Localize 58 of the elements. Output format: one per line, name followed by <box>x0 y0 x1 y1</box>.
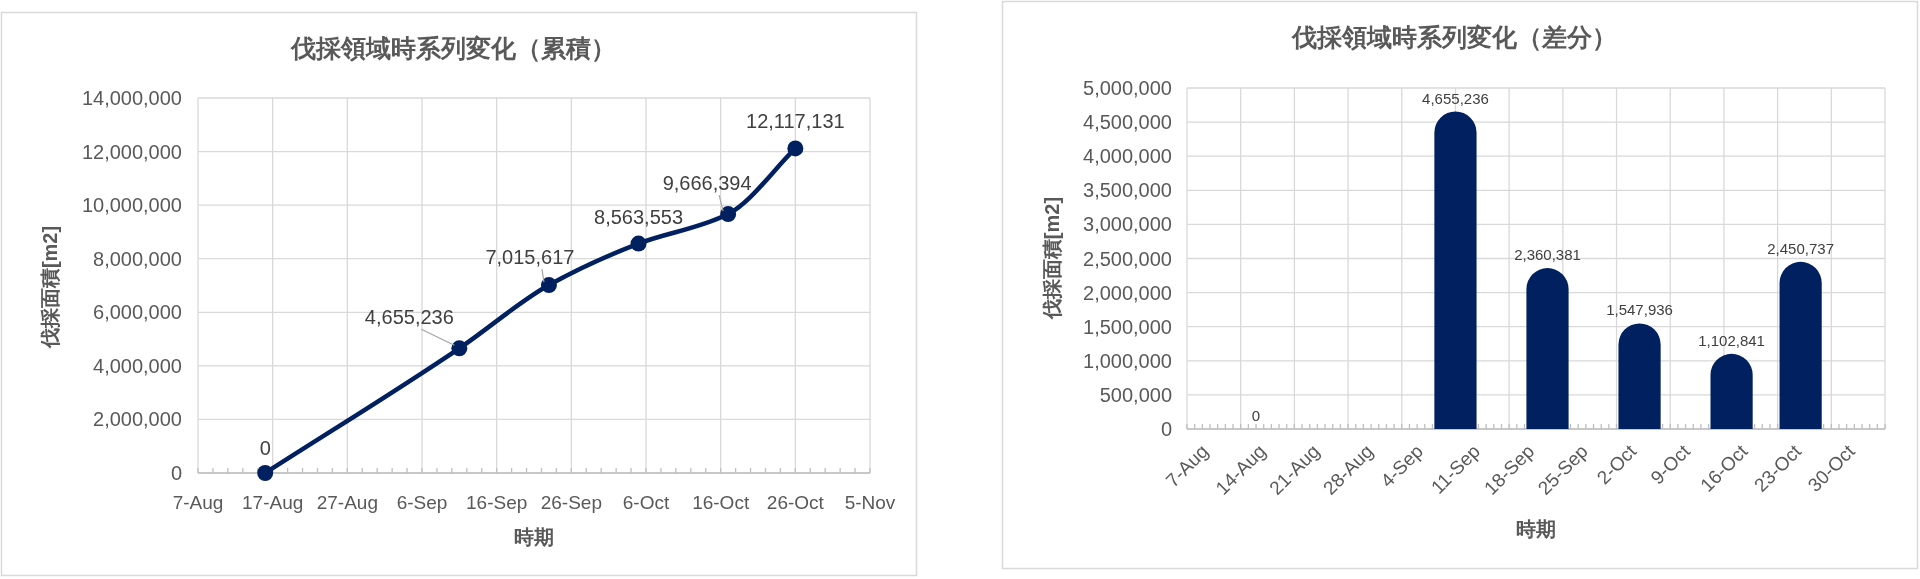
point <box>720 206 737 223</box>
y-tick-label: 1,000,000 <box>1083 349 1172 372</box>
data-label: 2,450,737 <box>1767 239 1834 257</box>
chart-title: 伐採領域時系列変化（差分） <box>1290 23 1617 51</box>
data-label: 1,102,841 <box>1698 331 1765 349</box>
x-axis-title: 時期 <box>1516 518 1556 540</box>
y-tick-label: 14,000,000 <box>81 87 182 109</box>
data-label: 4,655,236 <box>1422 89 1489 107</box>
point <box>257 465 274 481</box>
data-label: 0 <box>1251 407 1261 424</box>
data-label: 2,360,381 <box>1514 246 1581 264</box>
y-axis-title: 伐採面積[m2] <box>1041 196 1063 321</box>
data-label: 8,563,553 <box>594 205 684 228</box>
point <box>540 277 557 294</box>
y-tick-label: 5,000,000 <box>1083 77 1172 99</box>
data-label: 12,117,131 <box>746 110 845 133</box>
x-tick-label: 27-Aug <box>316 492 378 513</box>
y-tick-label: 3,500,000 <box>1083 179 1172 202</box>
bar <box>1618 323 1661 429</box>
y-tick-label: 2,000,000 <box>1083 281 1172 304</box>
y-tick-label: 500,000 <box>1099 383 1172 406</box>
data-label: 4,655,236 <box>364 306 454 329</box>
data-label: 9,666,394 <box>662 172 752 195</box>
y-tick-label: 1,500,000 <box>1083 315 1172 338</box>
x-tick-label: 26-Oct <box>766 492 825 513</box>
x-tick-label: 26-Sep <box>540 492 602 513</box>
y-tick-label: 3,000,000 <box>1083 213 1172 236</box>
y-tick-label: 2,500,000 <box>1083 247 1172 270</box>
bar <box>1710 353 1753 429</box>
y-tick-label: 4,000,000 <box>1083 145 1172 168</box>
x-tick-label: 17-Aug <box>242 492 304 513</box>
x-tick-label: 16-Sep <box>466 492 528 513</box>
y-tick-label: 12,000,000 <box>81 140 182 163</box>
y-tick-label: 4,500,000 <box>1083 111 1172 134</box>
data-label: 0 <box>259 437 271 459</box>
data-label: 7,015,617 <box>485 246 575 269</box>
data-label: 1,547,936 <box>1606 301 1673 319</box>
x-tick-label: 7-Aug <box>172 492 224 513</box>
bar <box>1434 111 1477 429</box>
y-tick-label: 6,000,000 <box>93 301 182 324</box>
x-tick-label: 5-Nov <box>844 492 896 513</box>
point <box>787 140 804 157</box>
y-tick-label: 0 <box>170 462 182 484</box>
x-tick-label: 6-Sep <box>396 492 448 513</box>
y-tick-label: 10,000,000 <box>81 194 182 217</box>
point <box>630 235 647 252</box>
chart-title: 伐採領域時系列変化（累積） <box>289 34 616 62</box>
y-tick-label: 4,000,000 <box>93 354 182 377</box>
bar <box>1779 261 1822 429</box>
y-tick-label: 8,000,000 <box>93 247 182 270</box>
bar <box>1526 268 1569 429</box>
x-tick-label: 16-Oct <box>692 492 750 513</box>
y-tick-label: 2,000,000 <box>93 408 182 431</box>
x-tick-label: 6-Oct <box>622 492 670 513</box>
y-axis-title: 伐採面積[m2] <box>39 225 61 350</box>
point <box>451 340 468 357</box>
x-axis-title: 時期 <box>514 526 554 548</box>
y-tick-label: 0 <box>1160 418 1172 440</box>
